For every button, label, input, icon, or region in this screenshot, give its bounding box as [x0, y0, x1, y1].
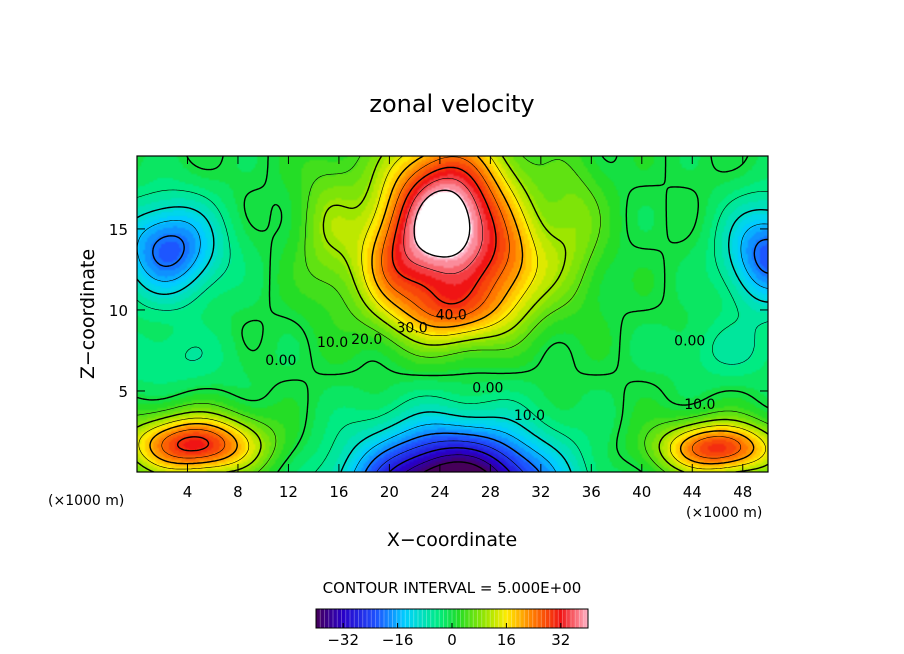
- colorbar: −32 −16 0 16 32: [315, 608, 589, 649]
- y-tick-label: 5: [118, 383, 128, 401]
- x-axis-ticks: 4 8 12 16 20 24 28 32 36 40 44 48: [183, 156, 752, 501]
- x-tick-label: 8: [233, 483, 243, 501]
- x-tick-label: 16: [329, 483, 348, 501]
- contour-line: [389, 447, 511, 472]
- x-axis-label: X−coordinate: [387, 529, 517, 551]
- x-tick-label: 4: [183, 483, 193, 501]
- contour-line: [176, 166, 497, 452]
- contour-line: [149, 156, 755, 465]
- contour-label: 10.0: [684, 397, 715, 413]
- contour-line: [137, 156, 768, 472]
- contour-line: [403, 177, 483, 274]
- y-tick-label: 10: [109, 302, 128, 320]
- contour-label: 0.00: [265, 353, 296, 369]
- contour-label: 0.00: [472, 381, 503, 397]
- x-tick-label: 12: [279, 483, 298, 501]
- contour-line: [137, 189, 768, 472]
- x-tick-label: 44: [683, 483, 702, 501]
- colorbar-tick-label: −16: [382, 631, 414, 649]
- contour-label: 10.0: [514, 408, 545, 424]
- colorbar-tick-label: 32: [551, 631, 570, 649]
- contour-label: 10.0: [317, 335, 348, 351]
- plot-frame: [136, 155, 769, 473]
- x-tick-label: 24: [430, 483, 449, 501]
- contour-label: 20.0: [351, 332, 382, 348]
- contour-label: 40.0: [436, 308, 467, 324]
- colorbar-ticks: −32 −16 0 16 32: [327, 623, 570, 649]
- colorbar-tick-label: 0: [447, 631, 457, 649]
- x-tick-label: 40: [632, 483, 651, 501]
- contour-line: [161, 156, 741, 459]
- x-unit-label-left: (×1000 m): [48, 493, 124, 509]
- x-tick-label: 36: [582, 483, 601, 501]
- contour-label: 0.00: [674, 334, 705, 350]
- y-tick-label: 15: [109, 221, 128, 239]
- contour-line: [138, 156, 766, 470]
- x-unit-label-right: (×1000 m): [686, 505, 762, 521]
- contour-label: 30.0: [397, 321, 428, 337]
- x-tick-label: 28: [481, 483, 500, 501]
- contour-interval-label: CONTOUR INTERVAL = 5.000E+00: [323, 579, 582, 597]
- contour-line: [413, 189, 471, 258]
- y-axis-ticks: 5 10 15: [109, 221, 768, 401]
- colorbar-gradient: [316, 609, 588, 628]
- y-axis-label: Z−coordinate: [77, 249, 99, 379]
- colorbar-stripes: [319, 609, 585, 628]
- contour-line: [405, 454, 499, 472]
- colorbar-tick-label: −32: [327, 631, 359, 649]
- contour-line: [137, 220, 768, 472]
- colorbar-tick-label: 16: [497, 631, 516, 649]
- chart-title: zonal velocity: [369, 90, 534, 118]
- velocity-field-image: [137, 156, 768, 472]
- x-tick-label: 20: [380, 483, 399, 501]
- x-tick-label: 48: [733, 483, 752, 501]
- contour-line: [376, 440, 524, 472]
- x-tick-label: 32: [531, 483, 550, 501]
- contour-line: [152, 235, 768, 472]
